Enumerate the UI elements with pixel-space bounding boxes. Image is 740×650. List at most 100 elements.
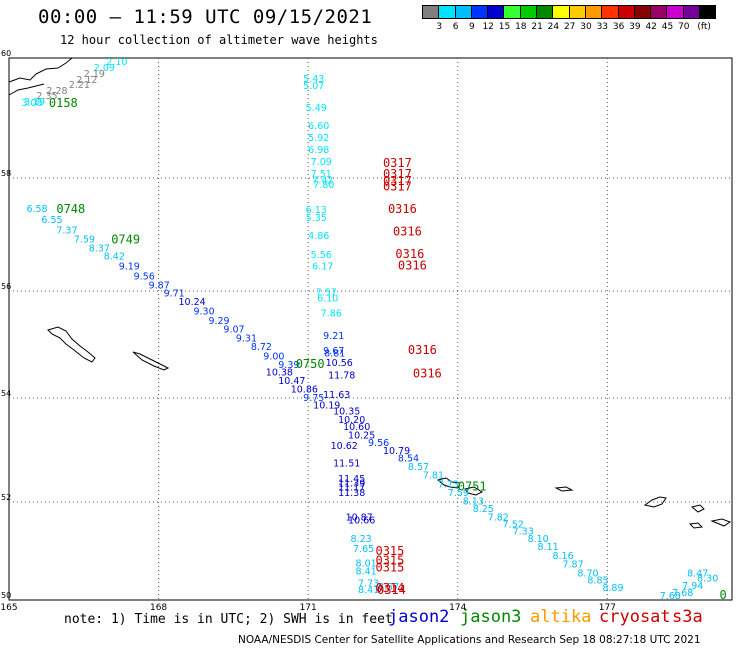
wave-height-value: 8.89 <box>602 583 623 594</box>
colorbar-label: 21 <box>531 22 543 32</box>
legend-cryosat: cryosat <box>599 607 671 627</box>
longitude-tick-label: 174 <box>449 603 466 613</box>
colorbar-label: 24 <box>547 22 560 32</box>
pass-time-label: 0748 <box>56 202 85 216</box>
pass-time-label: 0316 <box>395 247 424 261</box>
wave-height-value: 9.56 <box>368 438 389 449</box>
pass-time-label: 0314 <box>377 583 406 597</box>
wave-height-value: 9.00 <box>263 351 284 362</box>
wave-height-value: 11.63 <box>323 390 350 401</box>
latitude-tick-label: 52 <box>1 493 11 502</box>
colorbar-label: 3 <box>436 22 443 32</box>
longitude-tick-label: 168 <box>150 603 167 613</box>
colorbar-label: (ft) <box>697 22 711 32</box>
wave-height-value: 11.17 <box>338 483 365 494</box>
agattu-island <box>464 486 484 496</box>
wave-height-value: 7.86 <box>321 309 342 320</box>
colorbar-label: 42 <box>645 22 657 32</box>
colorbar-label: 33 <box>596 22 609 32</box>
pass-time-label: 0316 <box>388 202 417 216</box>
wave-height-value: 9.29 <box>208 316 229 327</box>
wave-height-value: 10.38 <box>266 368 293 379</box>
pass-time-label: 0 <box>720 588 727 602</box>
latitude-tick-label: 58 <box>1 169 11 178</box>
wave-height-value: 8.01 <box>356 559 377 570</box>
wave-height-value: 7.94 <box>682 581 703 592</box>
wave-height-value: 8.30 <box>697 573 718 584</box>
wave-height-value: 8.81 <box>324 348 345 359</box>
wave-height-value: 2.28 <box>46 86 67 97</box>
pass-time-label: 0317 <box>383 167 412 181</box>
wave-height-value: 9.87 <box>149 281 170 292</box>
wave-height-value: 8.16 <box>552 551 573 562</box>
wave-height-value: 2.19 <box>84 69 105 80</box>
legend-s3a: s3a <box>672 607 703 627</box>
wave-height-value: 10.20 <box>338 415 365 426</box>
pass-time-label: 0315 <box>375 544 404 558</box>
graticule <box>9 58 732 600</box>
longitude-tick-label: 171 <box>300 603 317 613</box>
wave-height-value: 4.86 <box>308 231 329 242</box>
wave-height-value: 8.25 <box>473 504 494 515</box>
longitude-tick-label: 177 <box>599 603 616 613</box>
pass-time-label: 0316 <box>398 259 427 273</box>
legend-jason2: jason2 <box>388 607 450 627</box>
kiska-island <box>643 496 667 508</box>
wave-height-value: 8.41 <box>356 567 377 578</box>
colorbar-label: 39 <box>629 22 641 32</box>
wave-height-value: 7.37 <box>56 225 77 236</box>
latitude-tick-label: 60 <box>1 49 11 58</box>
map-frame <box>8 57 733 601</box>
legend-altika: altika <box>530 607 592 627</box>
pass-time-label: 0751 <box>458 480 487 494</box>
colorbar-label: 9 <box>469 22 475 32</box>
wave-height-value: 9.75 <box>303 393 324 404</box>
colorbar-label: 12 <box>482 22 494 32</box>
wave-height-value: 10.60 <box>343 422 370 433</box>
wave-height-value: 9.19 <box>119 262 140 273</box>
wave-height-value: 9.31 <box>236 333 257 344</box>
wave-height-value: 8.41 <box>358 585 379 596</box>
wave-height-value: 2.09 <box>94 63 115 74</box>
wave-height-value: 10.19 <box>313 400 340 411</box>
longitude-labels: 165 168 171 174 177 <box>0 603 616 613</box>
wave-height-value: 7.80 <box>313 180 334 191</box>
wave-height-value: 9.67 <box>323 346 344 357</box>
legend-jason3: jason3 <box>460 607 522 627</box>
wave-height-value: 6.98 <box>308 145 329 156</box>
latitude-tick-label: 54 <box>1 389 11 398</box>
map-title: 00:00 – 11:59 UTC 09/15/2021 <box>38 6 373 28</box>
pass-time-label: 0317 <box>383 179 412 193</box>
colorbar-label: 70 <box>678 22 690 32</box>
wave-height-value: 6.60 <box>308 121 329 132</box>
wave-height-value: 8.57 <box>408 462 429 473</box>
wave-height-value: 10.25 <box>348 431 375 442</box>
wave-height-value: 6.13 <box>306 205 327 216</box>
colorbar-label: 45 <box>661 22 674 32</box>
wave-height-value: 7.73 <box>358 578 379 589</box>
footer-credit: NOAA/NESDIS Center for Satellite Applica… <box>238 634 701 646</box>
wave-height-value: 10.66 <box>348 516 375 527</box>
wave-height-value: 7.87 <box>562 560 583 571</box>
wave-height-value: 5.35 <box>306 213 327 224</box>
wave-height-value: 10.24 <box>179 297 206 308</box>
wave-height-value: 8.70 <box>577 568 598 579</box>
wave-height-value: 8.85 <box>587 575 608 586</box>
wave-height-value: 2.21 <box>69 80 90 91</box>
amchitka-island <box>688 522 704 529</box>
wave-height-value: 6.17 <box>312 262 333 273</box>
wave-height-value: 8.57 <box>378 582 399 593</box>
wave-height-value: 3.19 <box>24 97 45 108</box>
pass-time-label: 0316 <box>413 367 442 381</box>
wave-height-value: 7.52 <box>503 519 524 530</box>
wave-height-value: 8.54 <box>398 453 419 464</box>
wave-height-value: 6.10 <box>317 294 338 305</box>
pass-time-label: 0314 <box>375 581 404 595</box>
wave-height-value: 10.47 <box>278 376 305 387</box>
wave-height-value: 10.56 <box>326 358 353 369</box>
wave-height-value: 10.87 <box>346 513 373 524</box>
wave-height-value: 7.57 <box>316 287 337 298</box>
wave-height-value: 3.08 <box>21 98 42 109</box>
